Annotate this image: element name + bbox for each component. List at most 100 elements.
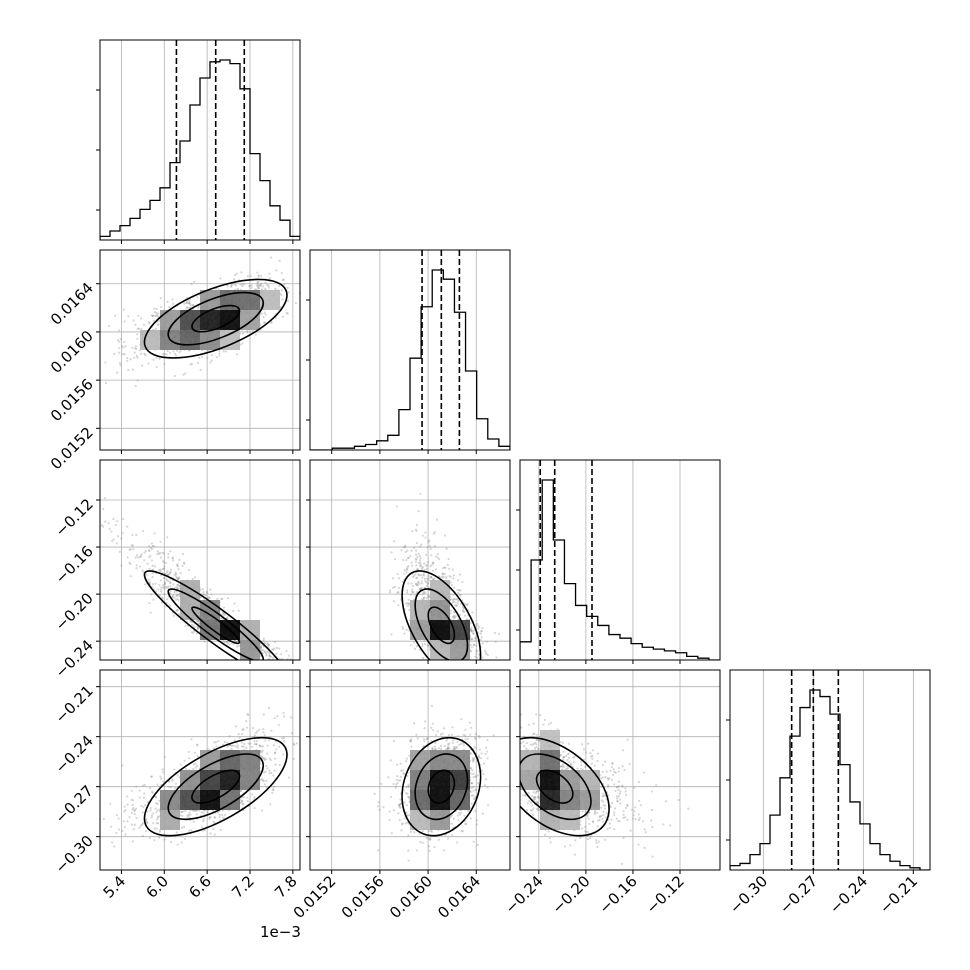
contour-level-0: [427, 606, 456, 645]
sample-point: [451, 568, 454, 571]
sample-point: [458, 613, 462, 616]
sample-point: [196, 296, 199, 299]
sample-point: [175, 831, 178, 834]
sample-point: [402, 546, 406, 549]
sample-point: [118, 329, 121, 332]
density-cell: [410, 620, 430, 640]
sample-point: [280, 293, 283, 297]
sample-point: [234, 725, 238, 728]
sample-point: [263, 783, 267, 786]
sample-point: [480, 630, 483, 633]
sample-point: [108, 527, 111, 531]
sample-point: [474, 636, 477, 639]
sample-point: [452, 611, 456, 614]
panel-2-1: [306, 459, 511, 664]
sample-point: [430, 576, 433, 579]
sample-point: [480, 636, 483, 639]
sample-point: [432, 532, 435, 535]
sample-point: [153, 307, 156, 310]
sample-point: [422, 591, 425, 594]
sample-point: [228, 744, 232, 747]
sample-point: [240, 741, 243, 744]
sample-point: [449, 609, 453, 612]
sample-point: [193, 576, 197, 579]
sample-point: [174, 598, 178, 601]
sample-point: [218, 349, 221, 352]
sample-point: [421, 644, 424, 648]
sample-point: [123, 340, 126, 344]
sample-point: [220, 813, 224, 816]
sample-point: [444, 566, 447, 569]
sample-point: [459, 602, 462, 605]
sample-point: [195, 813, 198, 816]
sample-point: [177, 613, 181, 616]
sample-point: [414, 582, 417, 586]
sample-point: [248, 284, 252, 287]
sample-point: [416, 581, 419, 585]
histogram-step-1: [310, 269, 510, 450]
sample-point: [456, 589, 459, 592]
sample-point: [414, 557, 418, 560]
sample-point: [470, 637, 473, 641]
sample-point: [180, 826, 184, 829]
sample-point: [397, 591, 400, 594]
sample-point: [130, 798, 133, 801]
sample-point: [446, 563, 449, 566]
sample-point: [131, 803, 134, 807]
sample-point: [189, 304, 192, 307]
sample-point: [278, 657, 281, 660]
sample-point: [182, 810, 185, 813]
sample-point: [240, 271, 243, 274]
sample-point: [259, 284, 262, 288]
sample-point: [473, 643, 476, 646]
sample-point: [196, 744, 199, 747]
sample-point: [228, 735, 231, 738]
sample-point: [416, 567, 419, 570]
sample-point: [161, 560, 165, 563]
sample-point: [156, 550, 159, 553]
sample-point: [289, 657, 292, 660]
sample-point: [196, 361, 199, 365]
sample-point: [112, 517, 115, 521]
sample-point: [404, 550, 407, 553]
panel-1-1: [306, 249, 511, 454]
sample-point: [183, 825, 186, 829]
sample-point: [155, 822, 159, 825]
sample-point: [155, 365, 158, 369]
sample-point: [434, 568, 437, 571]
sample-point: [469, 650, 473, 653]
sample-point: [133, 823, 136, 826]
sample-point: [192, 624, 195, 627]
sample-point: [406, 567, 409, 570]
sample-point: [148, 322, 151, 325]
sample-point: [163, 353, 166, 356]
sample-point: [166, 349, 169, 353]
sample-point: [132, 828, 135, 831]
sample-point: [176, 583, 179, 587]
sample-point: [190, 362, 194, 366]
sample-point: [271, 648, 274, 651]
sample-point: [184, 809, 187, 812]
sample-point: [232, 609, 235, 613]
sample-point: [268, 653, 271, 656]
panel-2-2: [516, 459, 721, 664]
sample-point: [264, 770, 267, 773]
sample-point: [188, 829, 191, 832]
contour-level-0: [191, 304, 241, 333]
sample-point: [131, 840, 134, 843]
sample-point: [223, 640, 227, 644]
sample-point: [411, 591, 415, 594]
sample-point: [179, 763, 182, 766]
sample-point: [261, 751, 264, 754]
sample-point: [494, 640, 497, 643]
sample-point: [241, 284, 244, 288]
sample-point: [142, 796, 146, 799]
sample-point: [415, 541, 418, 545]
sample-point: [285, 649, 288, 653]
panel-frame: [99, 39, 301, 241]
sample-point: [154, 314, 157, 317]
sample-point: [202, 820, 205, 823]
sample-point: [157, 312, 160, 315]
sample-point: [196, 754, 199, 757]
sample-point: [452, 593, 455, 596]
